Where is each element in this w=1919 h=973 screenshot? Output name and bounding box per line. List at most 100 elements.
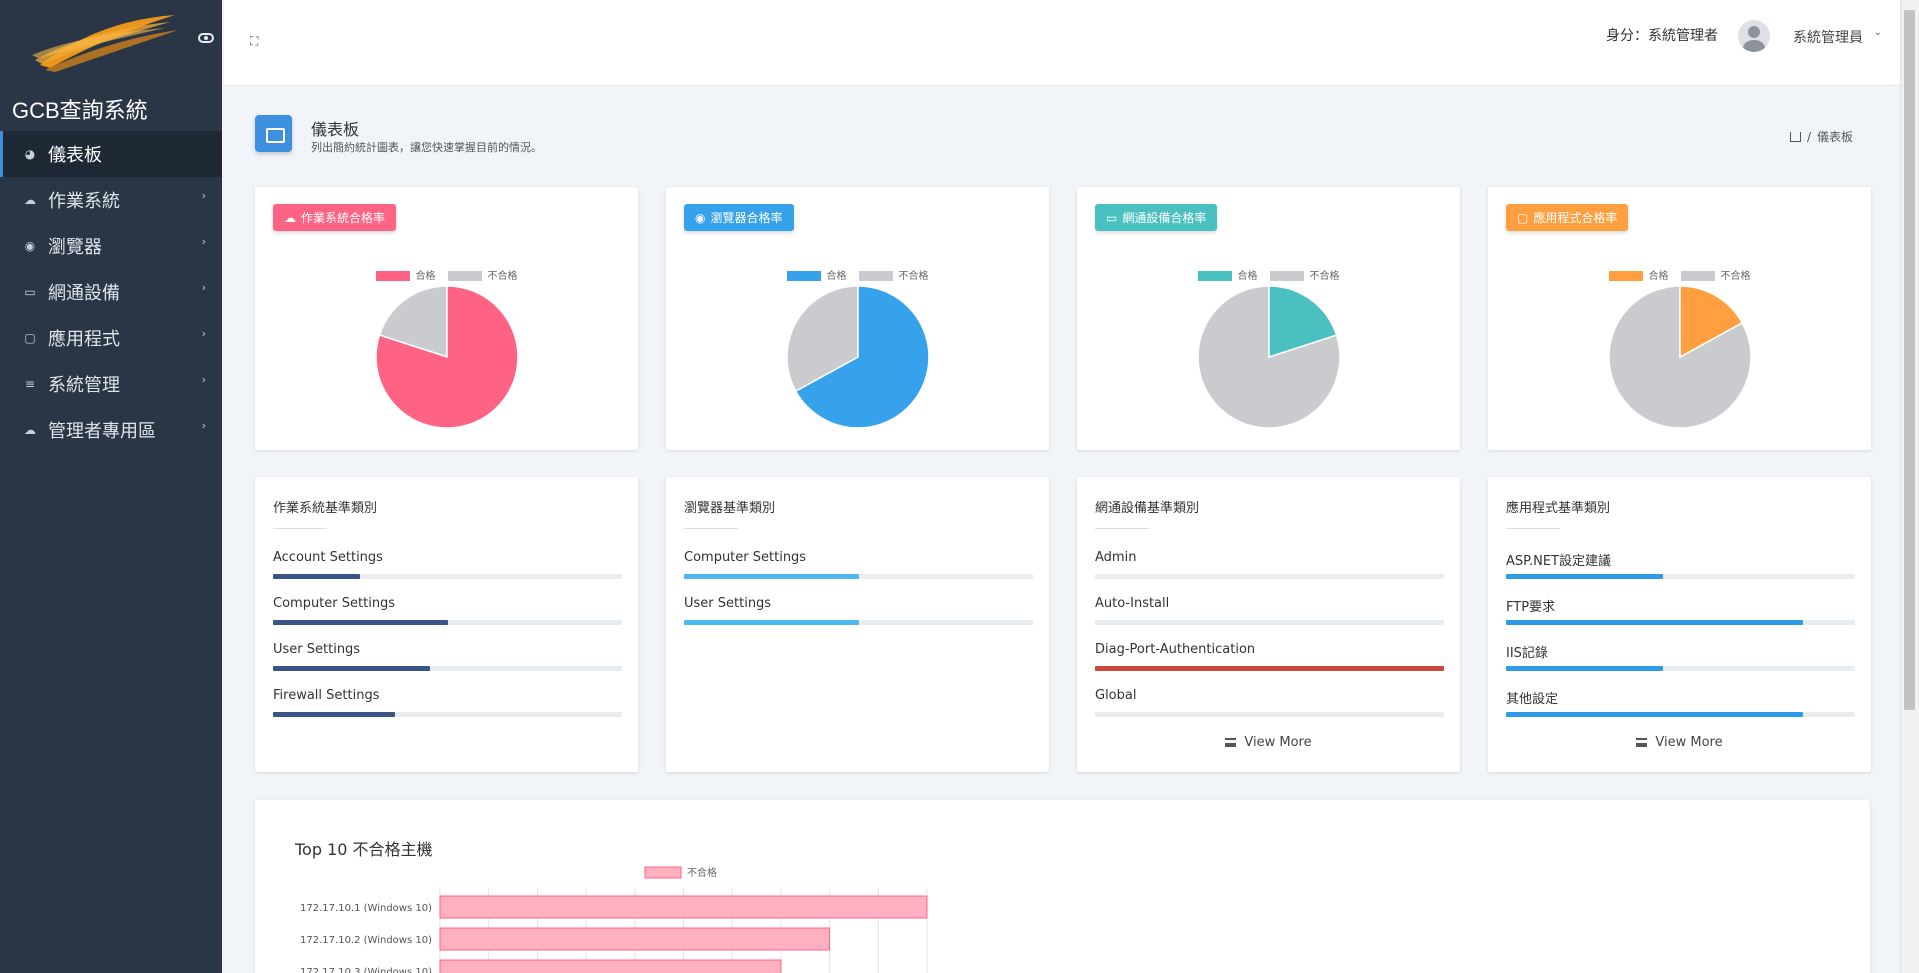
legend-label: 不合格	[1309, 271, 1340, 282]
tick-label: 172.17.10.2 (Windows 10)	[300, 935, 432, 946]
bar[interactable]	[439, 895, 928, 919]
progress-track	[1095, 574, 1444, 579]
category-label: Firewall Settings	[273, 688, 380, 703]
toggle-sidebar-icon[interactable]	[198, 33, 214, 43]
hard-drive-icon: ▭	[1106, 210, 1118, 225]
browser-compliance-badge: ◉ 瀏覽器合格率	[684, 204, 794, 231]
network-category-card: 網通設備基準類別 Admin Auto-Install Diag-Port-Au…	[1077, 477, 1460, 772]
progress-track	[273, 620, 622, 625]
progress-track	[1506, 574, 1855, 579]
view-more-button[interactable]: View More	[1077, 735, 1460, 750]
breadcrumb-current: 儀表板	[1816, 130, 1853, 144]
fullscreen-icon[interactable]: ⛶	[250, 34, 259, 48]
os-compliance-badge: ☁ 作業系統合格率	[273, 204, 397, 231]
legend-swatch	[375, 271, 410, 281]
sidebar-item-dashboard[interactable]: ◕ 儀表板	[0, 131, 222, 177]
progress-track	[1095, 666, 1444, 671]
dashboard-icon: ◕	[24, 147, 36, 161]
logo	[32, 15, 178, 72]
pie-slice-fail[interactable]	[378, 285, 448, 359]
progress-track	[273, 712, 622, 717]
category-bar[interactable]: Computer Settings	[684, 550, 1033, 579]
category-label: User Settings	[273, 642, 361, 657]
breadcrumb: / 儀表板	[1789, 128, 1853, 145]
scrollbar-thumb[interactable]	[1904, 10, 1915, 710]
pie-slice-pass[interactable]	[794, 285, 930, 429]
category-bar[interactable]: Diag-Port-Authentication	[1095, 642, 1444, 671]
category-label: Auto-Install	[1095, 596, 1170, 611]
legend-fail: 不合格	[1269, 267, 1340, 282]
progress-track	[1095, 712, 1444, 717]
divider	[273, 528, 327, 529]
category-bar[interactable]: Firewall Settings	[273, 688, 622, 717]
scrollbar[interactable]	[1900, 0, 1919, 973]
os-compliance-card: ☁ 作業系統合格率 合格 不合格	[255, 187, 638, 450]
category-label: 其他設定	[1506, 692, 1559, 707]
legend-swatch	[1197, 271, 1232, 281]
home-icon[interactable]	[1789, 131, 1801, 142]
page-subtitle: 列出簡約統計圖表，讓您快速掌握目前的情況。	[311, 141, 542, 154]
pie-slice-pass[interactable]	[1679, 285, 1744, 359]
category-bar[interactable]: Computer Settings	[273, 596, 622, 625]
category-bar[interactable]: 其他設定	[1506, 688, 1855, 717]
sidebar-item-label: 作業系統	[48, 191, 120, 212]
sidebar-item-system[interactable]: ≡ 系統管理 ›	[0, 361, 222, 407]
legend-pass: 合格	[375, 267, 436, 282]
apps-compliance-badge: ▢ 應用程式合格率	[1506, 204, 1629, 231]
category-bar[interactable]: ASP.NET設定建議	[1506, 550, 1855, 579]
legend-label: 合格	[415, 271, 436, 282]
sidebar-item-browser[interactable]: ◉ 瀏覽器 ›	[0, 223, 222, 269]
view-more-label: View More	[1655, 735, 1723, 750]
category-label: IIS記錄	[1506, 646, 1548, 661]
chrome-icon: ◉	[24, 239, 36, 253]
sidebar-item-network[interactable]: ▭ 網通設備 ›	[0, 269, 222, 315]
chevron-down-icon[interactable]: ⌄	[1873, 27, 1882, 38]
category-bar[interactable]: User Settings	[684, 596, 1033, 625]
category-bar[interactable]: Global	[1095, 688, 1444, 717]
category-label: FTP要求	[1506, 600, 1556, 615]
user-name[interactable]: 系統管理員	[1793, 30, 1863, 46]
view-more-button[interactable]: View More	[1488, 735, 1871, 750]
top10-bar-chart[interactable]: 不合格 172.17.10.1 (Windows 10) 172.17.10.2 (…	[255, 860, 1155, 973]
apps-category-card: 應用程式基準類別 ASP.NET設定建議 FTP要求 IIS記錄 其他設定 Vi…	[1488, 477, 1871, 772]
bar[interactable]	[439, 959, 782, 973]
browser-pie-chart[interactable]	[786, 285, 930, 429]
apps-pie-chart[interactable]	[1608, 285, 1752, 429]
legend-pass: 合格	[786, 267, 847, 282]
category-bar[interactable]: Admin	[1095, 550, 1444, 579]
sidebar-item-os[interactable]: ☁ 作業系統 ›	[0, 177, 222, 223]
list-icon	[1225, 738, 1237, 747]
chevron-right-icon: ›	[201, 373, 206, 386]
monitor-icon: ▢	[1517, 210, 1529, 225]
cloud-icon: ☁	[24, 423, 36, 437]
progress-fill	[1506, 712, 1803, 717]
bar[interactable]	[439, 927, 831, 951]
legend-swatch	[447, 271, 482, 281]
category-bar[interactable]: IIS記錄	[1506, 642, 1855, 671]
progress-fill	[684, 574, 859, 579]
badge-label: 應用程式合格率	[1533, 211, 1618, 225]
view-more-label: View More	[1244, 735, 1312, 750]
category-bar[interactable]: FTP要求	[1506, 596, 1855, 625]
legend-swatch	[1608, 271, 1643, 281]
chevron-right-icon: ›	[201, 281, 206, 294]
topbar: ⛶ 身分：系統管理者 系統管理員 ⌄	[224, 0, 1900, 86]
avatar[interactable]	[1738, 20, 1770, 52]
pie-slice-fail[interactable]	[786, 285, 859, 393]
category-label: ASP.NET設定建議	[1506, 554, 1611, 569]
legend-swatch	[1680, 271, 1715, 281]
pie-slice-pass[interactable]	[375, 285, 519, 429]
category-bar[interactable]: Auto-Install	[1095, 596, 1444, 625]
sidebar-item-apps[interactable]: ▢ 應用程式 ›	[0, 315, 222, 361]
legend-pass: 合格	[1197, 267, 1258, 282]
badge-label: 瀏覽器合格率	[710, 211, 783, 225]
network-pie-chart[interactable]	[1197, 285, 1341, 429]
pie-slice-pass[interactable]	[1268, 285, 1338, 359]
category-bar[interactable]: Account Settings	[273, 550, 622, 579]
os-pie-chart[interactable]	[375, 285, 519, 429]
category-bar[interactable]: User Settings	[273, 642, 622, 671]
progress-track	[1506, 712, 1855, 717]
badge-label: 網通設備合格率	[1122, 211, 1207, 225]
sidebar-item-admin[interactable]: ☁ 管理者專用區 ›	[0, 407, 222, 453]
network-compliance-badge: ▭ 網通設備合格率	[1095, 204, 1218, 231]
